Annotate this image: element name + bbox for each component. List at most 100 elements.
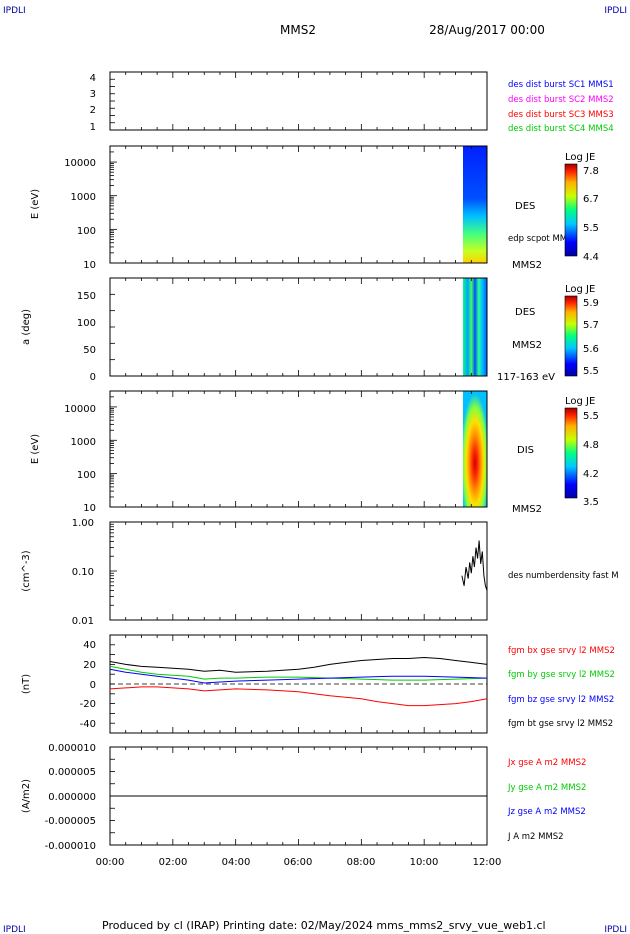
y-tick-label: -40 <box>80 719 96 730</box>
colorbar-tick: 5.9 <box>583 298 599 309</box>
colorbar <box>564 163 578 257</box>
y-tick-label: 0.01 <box>72 616 94 627</box>
y-tick-label: 1000 <box>71 437 96 448</box>
y-tick-label: 100 <box>77 226 96 237</box>
time-axis: 00:00 02:00 04:00 06:00 08:00 10:00 12:0… <box>96 857 502 868</box>
colorbar-tick: 4.4 <box>583 252 599 263</box>
magnetic-field-series-line <box>109 656 488 673</box>
y-tick-label: 1000 <box>71 192 96 203</box>
x-tick-label: 00:00 <box>96 857 125 868</box>
colorbar-tick: 6.7 <box>583 194 599 205</box>
density-frame <box>109 521 488 621</box>
magnetic-field-series-line <box>109 668 488 684</box>
y-tick-label: 1.00 <box>72 518 94 529</box>
dis-energy-frame <box>109 390 488 508</box>
y-tick-label: 0.000005 <box>48 767 96 778</box>
legend-entry: des dist burst SC4 MMS4 <box>508 124 614 134</box>
y-tick-label: -20 <box>80 699 96 710</box>
y-tick-label: 10000 <box>64 404 96 415</box>
legend-entry: fgm bz gse srvy l2 MMS2 <box>508 695 614 705</box>
y-tick-label: 0 <box>90 680 96 691</box>
instrument-label: DIS <box>517 445 534 456</box>
y-tick-label: 150 <box>77 291 96 302</box>
y-tick-label: 40 <box>83 640 96 651</box>
legend-entry: fgm by gse srvy l2 MMS2 <box>508 670 615 680</box>
y-tick-label: 10000 <box>64 158 96 169</box>
colorbar-title: Log JE <box>565 284 595 295</box>
corner-tag-top-left: IPDLI <box>3 6 26 16</box>
energy-band-label: 117-163 eV <box>497 372 555 383</box>
y-tick-label: 0.10 <box>72 567 94 578</box>
y-axis-label: E (eV) <box>30 434 41 464</box>
density-panel: 1.00 0.10 0.01 (cm^-3) des numberdensity… <box>21 518 619 627</box>
x-tick-label: 10:00 <box>410 857 439 868</box>
legend-entry: J A m2 MMS2 <box>507 832 564 842</box>
colorbar-tick: 5.5 <box>583 366 599 377</box>
y-axis-label: a (deg) <box>21 309 32 345</box>
y-tick-label: 100 <box>77 318 96 329</box>
x-tick-label: 08:00 <box>347 857 376 868</box>
legend-entry: des dist burst SC2 MMS2 <box>508 95 614 105</box>
corner-tag-bottom-left: IPDLI <box>3 925 26 934</box>
dis-energy-spectrogram <box>463 391 487 507</box>
des-pitch-frame <box>109 277 488 377</box>
current-density-panel: 0.000010 0.000005 0.000000 -0.000005 -0.… <box>21 743 586 852</box>
x-tick-label: 04:00 <box>222 857 251 868</box>
chart-marks <box>109 71 488 846</box>
spacecraft-label: MMS2 <box>512 260 542 271</box>
des-pitch-panel: 150 100 50 0 a (deg) DES MMS2 117-163 eV… <box>21 277 599 383</box>
y-tick-label: 10 <box>83 503 96 514</box>
y-axis-label: E (eV) <box>30 189 41 219</box>
colorbar <box>564 295 578 377</box>
legend-entry: Jz gse A m2 MMS2 <box>507 807 586 817</box>
y-tick-label: 4 <box>90 73 96 84</box>
colorbar-tick: 5.6 <box>583 344 599 355</box>
legend-entry: Jy gse A m2 MMS2 <box>507 783 586 793</box>
des-energy-spectrogram <box>463 146 487 263</box>
colorbar-tick: 3.5 <box>583 497 599 508</box>
y-axis-label: (A/m2) <box>21 779 32 813</box>
y-tick-label: -0.000010 <box>45 841 96 852</box>
colorbar-title: Log JE <box>565 152 595 163</box>
colorbar-tick: 5.7 <box>583 320 599 331</box>
potential-label: edp scpot MMS2 <box>508 234 578 244</box>
colorbar-tick: 5.5 <box>583 223 599 234</box>
colorbar-tick: 4.2 <box>583 469 599 480</box>
dis-energy-panel: 10000 1000 100 10 E (eV) DIS MMS2 Log JE… <box>30 390 599 515</box>
y-tick-label: 0.000010 <box>48 743 96 754</box>
y-axis-label: (nT) <box>21 674 32 694</box>
spacecraft-label: MMS2 <box>512 504 542 515</box>
x-tick-label: 06:00 <box>284 857 313 868</box>
y-tick-label: 100 <box>77 470 96 481</box>
magnetic-field-series-line <box>109 686 488 707</box>
y-tick-label: 1 <box>90 122 96 133</box>
spacecraft-label: MMS2 <box>512 340 542 351</box>
des-energy-panel: 10000 1000 100 10 E (eV) DES edp scpot M… <box>30 145 599 271</box>
des-energy-frame <box>109 145 488 264</box>
colorbar-tick: 7.8 <box>583 166 599 177</box>
y-tick-label: 3 <box>90 89 96 100</box>
legend-entry: Jx gse A m2 MMS2 <box>507 758 586 768</box>
plot-date: 28/Aug/2017 00:00 <box>429 23 545 37</box>
footer-credit: Produced by cl (IRAP) Printing date: 02/… <box>102 919 546 932</box>
y-tick-label: 0.000000 <box>48 792 96 803</box>
spacecraft-title: MMS2 <box>280 23 316 37</box>
instrument-label: DES <box>515 307 535 318</box>
y-tick-label: 2 <box>90 105 96 116</box>
colorbar-tick: 5.5 <box>583 411 599 422</box>
colorbar-title: Log JE <box>565 396 595 407</box>
legend-entry: des dist burst SC3 MMS3 <box>508 110 614 120</box>
y-tick-label: -0.000005 <box>45 816 96 827</box>
colorbar-tick: 4.8 <box>583 440 599 451</box>
availability-frame <box>109 71 488 131</box>
legend-entry: des numberdensity fast M <box>508 571 619 581</box>
availability-panel: 4 3 2 1 des dist burst SC1 MMS1 des dist… <box>90 71 614 134</box>
density-series-line <box>461 540 488 591</box>
y-axis-label: (cm^-3) <box>21 550 32 591</box>
magnetic-field-series-line <box>109 665 488 681</box>
corner-tag-bottom-right: IPDLI <box>604 925 627 934</box>
y-tick-label: 20 <box>83 660 96 671</box>
des-pitch-spectrogram <box>463 278 487 376</box>
y-tick-label: 50 <box>83 345 96 356</box>
